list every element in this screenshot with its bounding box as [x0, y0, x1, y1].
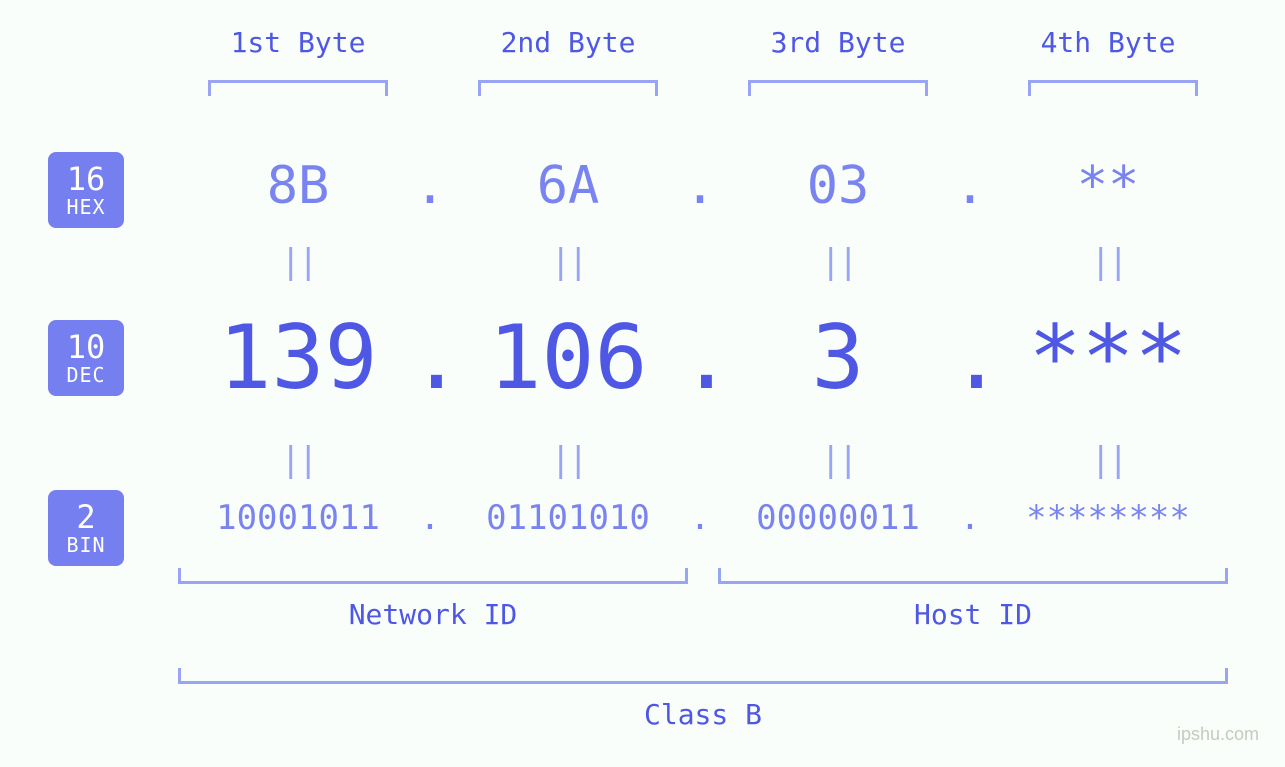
- dec-byte-1: 139: [178, 306, 418, 409]
- network-id-bracket: [178, 568, 688, 584]
- bin-byte-4: ********: [988, 498, 1228, 538]
- eq-2-2: ||: [448, 440, 688, 480]
- eq-1-3: ||: [718, 242, 958, 282]
- badge-hex-number: 16: [67, 163, 106, 195]
- bin-byte-1: 10001011: [178, 498, 418, 538]
- byte-header-3: 3rd Byte: [718, 26, 958, 59]
- byte-bracket-1: [208, 80, 388, 96]
- dec-byte-3: 3: [718, 306, 958, 409]
- bin-byte-2: 01101010: [448, 498, 688, 538]
- class-label: Class B: [178, 698, 1228, 731]
- byte-bracket-4: [1028, 80, 1198, 96]
- bin-dot-1: .: [410, 498, 450, 538]
- hex-dot-1: .: [410, 156, 450, 216]
- badge-dec-label: DEC: [66, 365, 105, 385]
- hex-byte-3: 03: [718, 156, 958, 216]
- host-id-bracket: [718, 568, 1228, 584]
- badge-bin-number: 2: [76, 501, 95, 533]
- watermark: ipshu.com: [1177, 724, 1259, 745]
- badge-bin-label: BIN: [66, 535, 105, 555]
- class-bracket: [178, 668, 1228, 684]
- badge-hex-label: HEX: [66, 197, 105, 217]
- ip-bytes-diagram: 16 HEX 10 DEC 2 BIN 1st Byte 2nd Byte 3r…: [0, 0, 1285, 767]
- eq-2-4: ||: [988, 440, 1228, 480]
- bin-byte-3: 00000011: [718, 498, 958, 538]
- dec-byte-2: 106: [448, 306, 688, 409]
- dec-dot-3: .: [950, 306, 990, 409]
- eq-1-4: ||: [988, 242, 1228, 282]
- host-id-label: Host ID: [718, 598, 1228, 631]
- hex-byte-2: 6A: [448, 156, 688, 216]
- byte-bracket-2: [478, 80, 658, 96]
- dec-dot-1: .: [410, 306, 450, 409]
- hex-byte-1: 8B: [178, 156, 418, 216]
- bin-dot-3: .: [950, 498, 990, 538]
- byte-header-4: 4th Byte: [988, 26, 1228, 59]
- eq-1-2: ||: [448, 242, 688, 282]
- eq-1-1: ||: [178, 242, 418, 282]
- badge-bin: 2 BIN: [48, 490, 124, 566]
- byte-header-1: 1st Byte: [178, 26, 418, 59]
- eq-2-1: ||: [178, 440, 418, 480]
- byte-header-2: 2nd Byte: [448, 26, 688, 59]
- dec-byte-4: ***: [988, 306, 1228, 409]
- badge-dec-number: 10: [67, 331, 106, 363]
- badge-hex: 16 HEX: [48, 152, 124, 228]
- hex-dot-3: .: [950, 156, 990, 216]
- bin-dot-2: .: [680, 498, 720, 538]
- byte-bracket-3: [748, 80, 928, 96]
- eq-2-3: ||: [718, 440, 958, 480]
- dec-dot-2: .: [680, 306, 720, 409]
- hex-dot-2: .: [680, 156, 720, 216]
- network-id-label: Network ID: [178, 598, 688, 631]
- hex-byte-4: **: [988, 156, 1228, 216]
- badge-dec: 10 DEC: [48, 320, 124, 396]
